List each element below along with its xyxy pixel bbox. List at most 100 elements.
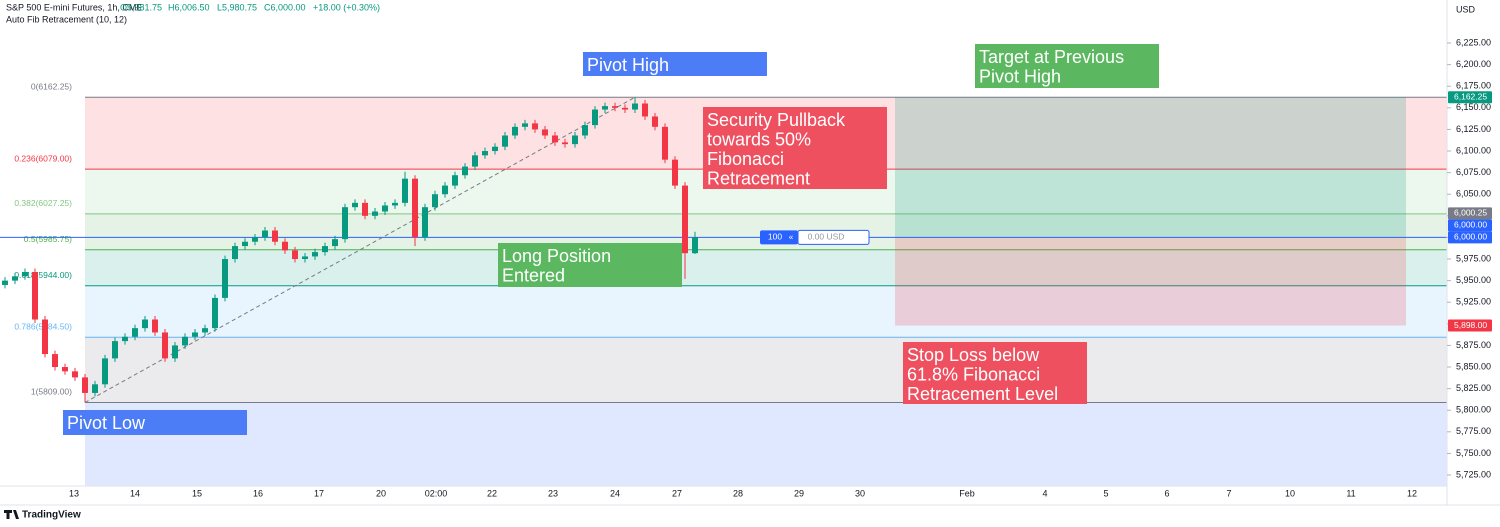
y-tick-label: 6,100.00: [1456, 145, 1491, 155]
price-badge-label: 6,000.00: [1454, 220, 1487, 230]
candle-body: [432, 194, 438, 208]
x-tick-label: 7: [1226, 488, 1231, 498]
annotation-box: [498, 243, 682, 287]
price-badge: [1448, 207, 1492, 220]
y-tick-label: 5,875.00: [1456, 340, 1491, 350]
x-tick-label: 12: [1407, 488, 1417, 498]
candle-body: [202, 328, 208, 333]
loss-zone: [895, 237, 1406, 326]
price-badge: [1448, 219, 1492, 232]
price-badge: [1448, 91, 1492, 104]
y-tick-label: 5,850.00: [1456, 361, 1491, 371]
candle-body: [142, 319, 148, 329]
candle-body: [412, 178, 418, 238]
x-tick-label: 5: [1103, 488, 1108, 498]
profit-zone: [895, 97, 1406, 238]
x-tick-label: 6: [1164, 488, 1169, 498]
header-value: +18.00 (+0.30%): [313, 2, 380, 12]
fib-label: 0.5(5985.75): [24, 234, 72, 244]
annotation-text: Entered: [502, 266, 565, 286]
candle-body: [452, 175, 458, 186]
y-tick-label: 5,725.00: [1456, 469, 1491, 479]
candle-body: [12, 276, 18, 281]
annotation-text: Pivot Low: [67, 413, 146, 433]
header-value: O5,981.75: [120, 2, 162, 12]
x-tick-label: 29: [794, 488, 804, 498]
logo: [4, 510, 19, 519]
annotation-text: Long Position: [502, 246, 611, 266]
x-tick-label: 28: [733, 488, 743, 498]
y-tick-label: 5,950.00: [1456, 275, 1491, 285]
candle-body: [382, 205, 388, 212]
candle-body: [372, 211, 378, 216]
candle-body: [312, 252, 318, 257]
y-tick-label: 6,075.00: [1456, 167, 1491, 177]
candle-body: [332, 239, 338, 247]
candle-body: [292, 250, 298, 260]
annotation-text: Stop Loss below: [907, 345, 1040, 365]
annotation-box: [703, 107, 887, 189]
x-tick-label: 11: [1346, 488, 1355, 498]
price-badge-label: 6,000.25: [1454, 208, 1487, 218]
x-tick-label: 30: [855, 488, 865, 498]
candle-body: [442, 185, 448, 195]
header-value: C6,000.00: [264, 2, 306, 12]
y-tick-label: 6,200.00: [1456, 59, 1491, 69]
candle-body: [692, 237, 698, 254]
x-tick-label: 16: [253, 488, 263, 498]
candle-body: [632, 103, 638, 110]
candle-body: [182, 336, 188, 346]
x-tick-label: 20: [376, 488, 386, 498]
candle-body: [112, 341, 118, 359]
y-tick-label: 5,775.00: [1456, 426, 1491, 436]
annotation-text: Retracement Level: [907, 384, 1058, 404]
x-tick-label: 15: [192, 488, 202, 498]
candle-body: [642, 103, 648, 117]
candle-body: [82, 377, 88, 393]
indicator-title: Auto Fib Retracement (10, 12): [6, 14, 127, 24]
candle-body: [192, 332, 198, 337]
candle-body: [672, 159, 678, 186]
candle-body: [172, 345, 178, 359]
candle-body: [262, 230, 268, 238]
candle-body: [362, 202, 368, 216]
x-tick-label: 17: [314, 488, 324, 498]
y-tick-label: 6,175.00: [1456, 81, 1491, 91]
candle-body: [62, 367, 68, 372]
y-tick-label: 6,225.00: [1456, 37, 1491, 47]
candle-body: [22, 271, 28, 277]
candle-body: [422, 207, 428, 238]
price-badge-label: 5,898.00: [1454, 320, 1487, 330]
annotation-text: Pivot High: [979, 67, 1061, 87]
candle-body: [52, 354, 58, 368]
candle-body: [92, 384, 98, 393]
candle-body: [472, 155, 478, 167]
annotation-text: towards 50%: [707, 130, 811, 150]
header-value: H6,006.50: [168, 2, 210, 12]
annotation-text: Retracement: [707, 169, 810, 189]
candle-body: [652, 116, 658, 127]
candle-body: [602, 106, 608, 110]
candle-body: [222, 259, 228, 298]
candle-body: [542, 129, 548, 136]
candle-body: [662, 126, 668, 160]
annotation-text: 61.8% Fibonacci: [907, 365, 1040, 385]
annotation-box: [975, 44, 1159, 88]
candle-body: [552, 135, 558, 143]
annotation-box: [583, 52, 767, 76]
annotation-text: Security Pullback: [707, 110, 846, 130]
position-arrows: «: [789, 233, 794, 242]
price-badge: [1448, 231, 1492, 244]
candle-body: [302, 256, 308, 260]
candle-body: [402, 178, 408, 203]
candle-body: [502, 135, 508, 147]
y-tick-label: 6,050.00: [1456, 189, 1491, 199]
candle-body: [232, 246, 238, 260]
price-badge-label: 6,000.00: [1454, 232, 1487, 242]
y-tick-label: 5,800.00: [1456, 405, 1491, 415]
candle-body: [612, 106, 618, 108]
candle-body: [272, 230, 278, 242]
y-tick-label: 6,125.00: [1456, 124, 1491, 134]
